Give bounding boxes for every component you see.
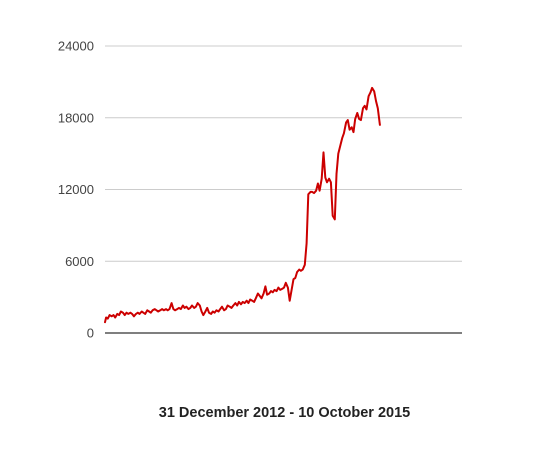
grid-lines: [105, 45, 462, 262]
y-tick-label: 6000: [65, 254, 94, 269]
y-tick-label: 12000: [58, 182, 94, 197]
y-tick-label: 24000: [58, 39, 94, 54]
y-tick-label: 0: [87, 326, 94, 341]
series-layer: [104, 86, 381, 324]
series-line: [104, 86, 381, 324]
y-axis-tick-labels: 0 6000 12000 18000 24000: [58, 39, 94, 341]
y-tick-label: 18000: [58, 110, 94, 125]
x-axis-label: 31 December 2012 - 10 October 2015: [159, 405, 410, 421]
